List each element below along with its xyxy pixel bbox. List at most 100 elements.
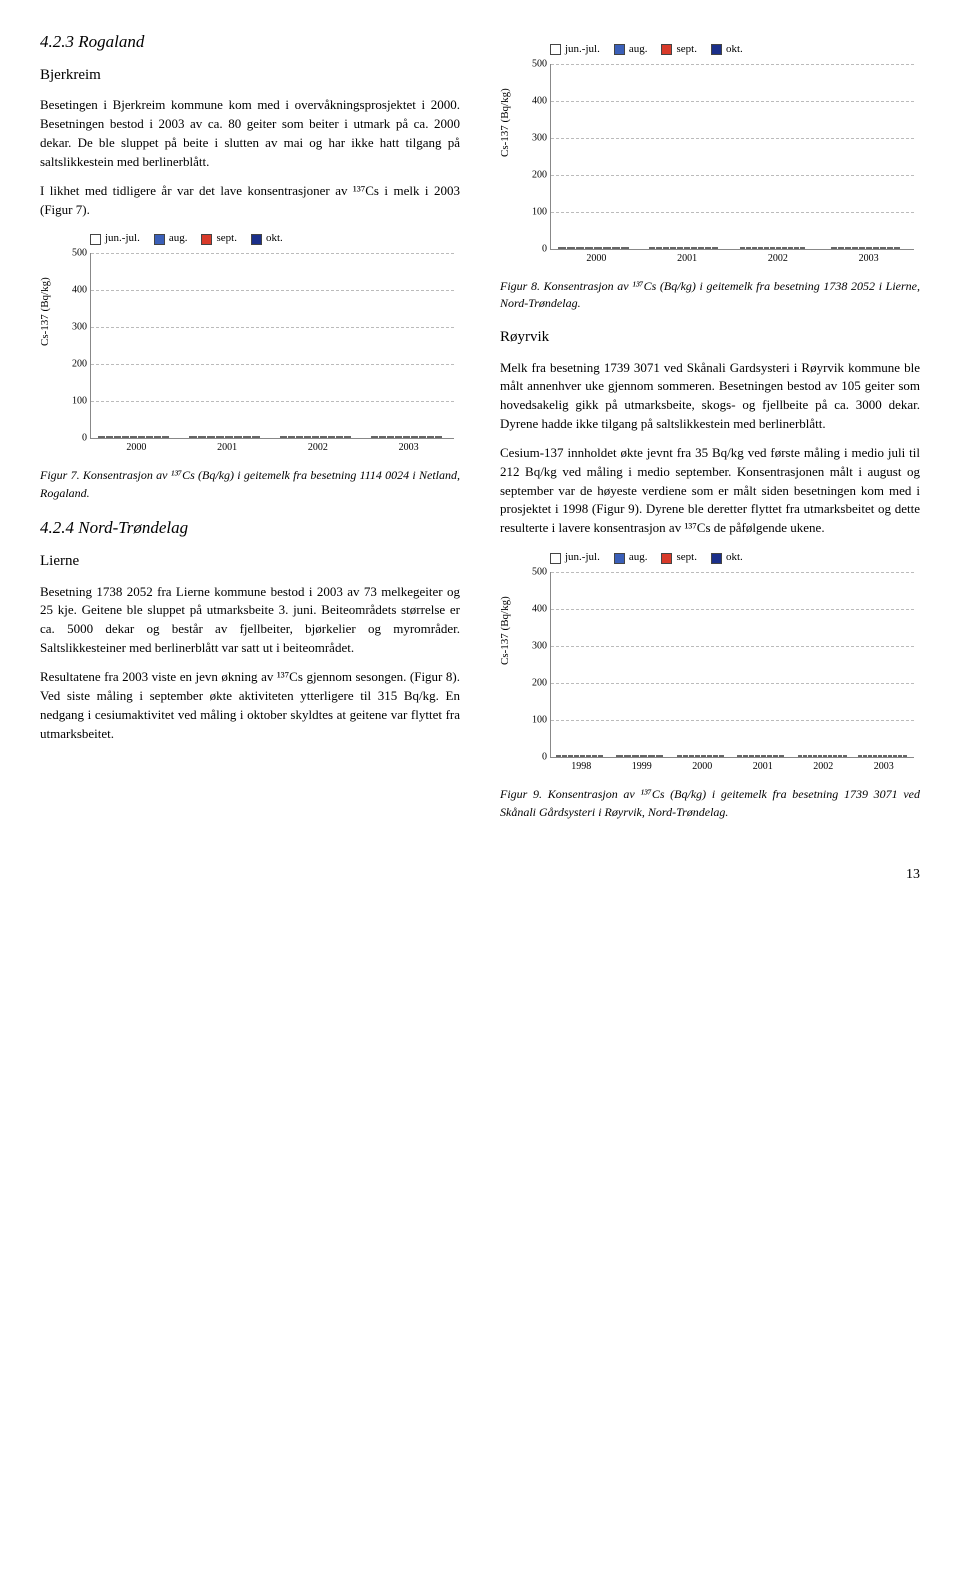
x-tick-label: 2000 (692, 760, 712, 775)
chart-bar (859, 247, 865, 249)
chart-bar (698, 247, 704, 249)
chart-bar (296, 436, 303, 438)
chart-bar (808, 755, 812, 757)
legend-item: sept. (661, 42, 696, 58)
chart-bar (576, 247, 584, 249)
legend-swatch (711, 553, 722, 564)
chart-bar (740, 247, 745, 249)
year-group: 2002 (740, 247, 816, 249)
chart-bar (328, 436, 335, 438)
grid-line (91, 327, 454, 328)
legend-item: jun.-jul. (550, 42, 600, 58)
grid-line (551, 138, 914, 139)
chart-bar (198, 436, 206, 438)
chart-bar (379, 436, 386, 438)
year-group: 2003 (858, 755, 909, 757)
chart-bar (656, 247, 662, 249)
y-tick-label: 500 (532, 57, 547, 72)
x-tick-label: 2003 (874, 760, 894, 775)
year-group: 1999 (616, 755, 667, 757)
chart-bar (427, 436, 434, 438)
legend-swatch (614, 44, 625, 55)
chart-bar (574, 755, 579, 757)
grid-line (551, 175, 914, 176)
grid-line (551, 609, 914, 610)
chart-bar (288, 436, 295, 438)
x-tick-label: 2000 (126, 441, 146, 456)
figure-7-chart: jun.-jul.aug.sept.okt.Cs-137 (Bq/kg)0100… (40, 231, 460, 461)
chart-bar (621, 247, 629, 249)
chart-bar (712, 247, 718, 249)
chart-bar (640, 755, 647, 757)
chart-bar (280, 436, 287, 438)
year-group: 2001 (649, 247, 725, 249)
legend-label: aug. (629, 550, 648, 566)
y-axis-label: Cs-137 (Bq/kg) (38, 278, 54, 347)
chart-bar (648, 755, 655, 757)
chart-bar (598, 755, 603, 757)
chart-bar (813, 755, 817, 757)
chart-bar (863, 755, 867, 757)
body-text: Resultatene fra 2003 viste en jevn øknin… (40, 668, 460, 743)
chart-bar (234, 436, 242, 438)
chart-bar (387, 436, 394, 438)
left-column: 4.2.3 Rogaland Bjerkreim Besetingen i Bj… (40, 30, 460, 835)
figure-caption: Figur 8. Konsentrasjon av ¹³⁷Cs (Bq/kg) … (500, 278, 920, 313)
chart-bar (632, 755, 639, 757)
grid-line (551, 572, 914, 573)
y-tick-label: 300 (532, 639, 547, 654)
y-tick-label: 100 (532, 205, 547, 220)
chart-bar (749, 755, 754, 757)
chart-bar (823, 755, 827, 757)
y-tick-label: 400 (72, 283, 87, 298)
y-tick-label: 0 (82, 431, 87, 446)
chart-bar (411, 436, 418, 438)
chart-bar (737, 755, 742, 757)
chart-bar (616, 755, 623, 757)
legend-label: okt. (266, 231, 283, 247)
chart-bar (656, 755, 663, 757)
legend-label: okt. (726, 42, 743, 58)
chart-bar (649, 247, 655, 249)
chart-bar (779, 755, 784, 757)
chart-bar (794, 247, 799, 249)
chart-bar (894, 247, 900, 249)
grid-line (91, 401, 454, 402)
chart-bar (828, 755, 832, 757)
chart-bar (764, 247, 769, 249)
chart-bar (114, 436, 121, 438)
chart-bar (782, 247, 787, 249)
right-column: jun.-jul.aug.sept.okt.Cs-137 (Bq/kg)0100… (500, 30, 920, 835)
chart-bar (344, 436, 351, 438)
chart-bar (320, 436, 327, 438)
y-tick-label: 200 (532, 168, 547, 183)
chart-bar (752, 247, 757, 249)
chart-bar (873, 247, 879, 249)
chart-bar (435, 436, 442, 438)
y-tick-label: 400 (532, 94, 547, 109)
x-tick-label: 2002 (768, 252, 788, 267)
section-heading: 4.2.3 Rogaland (40, 30, 460, 55)
year-group: 2000 (558, 247, 634, 249)
chart-bar (122, 436, 129, 438)
chart-bar (154, 436, 161, 438)
year-group: 2003 (831, 247, 907, 249)
subsection-heading: Lierne (40, 551, 460, 573)
year-group: 2001 (737, 755, 788, 757)
plot-area: 01002003004005002000200120022003 (90, 253, 454, 439)
figure-caption: Figur 9. Konsentrasjon av ¹³⁷Cs (Bq/kg) … (500, 786, 920, 821)
year-group: 2000 (677, 755, 728, 757)
chart-bar (873, 755, 877, 757)
chart-legend: jun.-jul.aug.sept.okt. (550, 550, 743, 566)
chart-bar (776, 247, 781, 249)
y-axis-label: Cs-137 (Bq/kg) (498, 596, 514, 665)
chart-bar (761, 755, 766, 757)
chart-bar (695, 755, 700, 757)
legend-label: okt. (726, 550, 743, 566)
chart-bar (252, 436, 260, 438)
chart-bar (336, 436, 343, 438)
chart-bar (878, 755, 882, 757)
body-text: Cesium-137 innholdet økte jevnt fra 35 B… (500, 444, 920, 538)
chart-bar (838, 755, 842, 757)
chart-bar (833, 755, 837, 757)
